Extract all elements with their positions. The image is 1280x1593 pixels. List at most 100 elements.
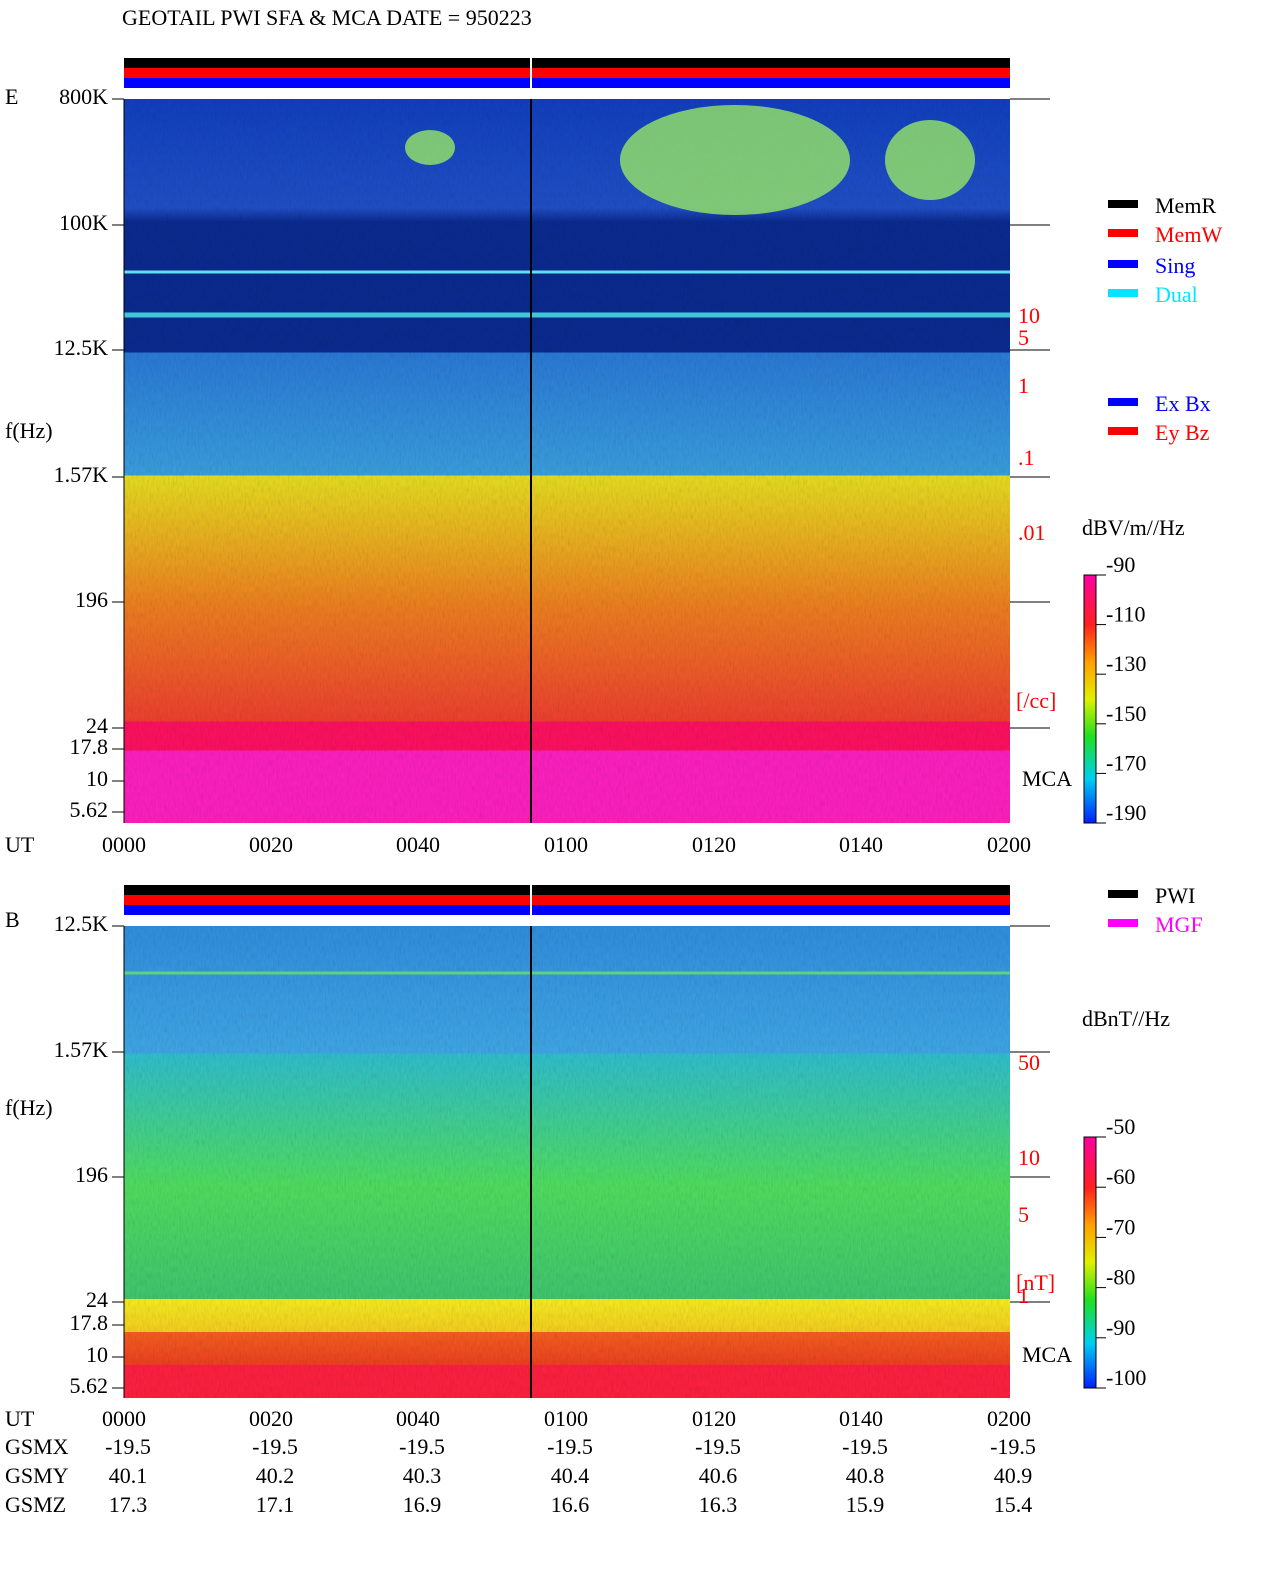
- orbit-value: -19.5: [105, 1434, 151, 1459]
- x-axis-label: UT: [5, 832, 35, 857]
- emission: [885, 120, 975, 200]
- colorbar-tick-label: -60: [1106, 1164, 1135, 1189]
- density-tick-label: 5: [1018, 325, 1029, 350]
- orbit-value: 40.9: [994, 1463, 1033, 1488]
- status-bar: [124, 68, 1010, 78]
- legend-swatch: [1108, 260, 1138, 268]
- density-tick-label: 50: [1018, 1050, 1040, 1075]
- density-tick-label: 10: [1018, 1145, 1040, 1170]
- spectrogram-texture: [124, 926, 1010, 1398]
- mca-label: MCA: [1022, 766, 1072, 791]
- legend-swatch: [1108, 890, 1138, 898]
- x-tick-label: 0120: [692, 832, 736, 857]
- colorbar-tick-label: -170: [1106, 750, 1146, 775]
- y-tick-label: 1.57K: [54, 1037, 109, 1062]
- density-tick-label: 5: [1018, 1202, 1029, 1227]
- emission: [405, 130, 455, 165]
- colorbar-tick-label: -50: [1106, 1114, 1135, 1139]
- x-tick-label: 0000: [102, 832, 146, 857]
- colorbar-tick-label: -90: [1106, 552, 1135, 577]
- orbit-value: 40.8: [846, 1463, 885, 1488]
- x-axis-label: UT: [5, 1406, 35, 1431]
- orbit-value: -19.5: [842, 1434, 888, 1459]
- colorbar-tick-label: -130: [1106, 651, 1146, 676]
- y-tick-label: 12.5K: [54, 335, 109, 360]
- legend-label: Ey Bz: [1155, 420, 1210, 445]
- y-tick-label: 196: [75, 1162, 108, 1187]
- panel-label: B: [5, 907, 20, 932]
- emission: [620, 105, 850, 215]
- x-tick-label: 0140: [839, 1406, 883, 1431]
- legend-label: MemW: [1155, 222, 1222, 247]
- y-tick-label: 24: [86, 713, 108, 738]
- y-tick-label: 5.62: [70, 797, 109, 822]
- density-tick-label: 1: [1018, 1283, 1029, 1308]
- orbit-value: 40.1: [109, 1463, 148, 1488]
- density-unit: [nT]: [1016, 1270, 1055, 1295]
- plots: Ef(Hz)800K100K12.5K1.57K1962417.8105.621…: [5, 58, 1222, 1517]
- status-bar: [124, 895, 1010, 905]
- density-tick-label: .01: [1018, 520, 1046, 545]
- panel-label: E: [5, 84, 18, 109]
- legend-swatch: [1108, 229, 1138, 237]
- mca-label: MCA: [1022, 1342, 1072, 1367]
- y-tick-label: 196: [75, 587, 108, 612]
- status-bar: [124, 58, 1010, 68]
- y-tick-label: 1.57K: [54, 462, 109, 487]
- density-tick-label: 10: [1018, 303, 1040, 328]
- y-tick-label: 12.5K: [54, 911, 109, 936]
- orbit-value: 15.9: [846, 1492, 885, 1517]
- orbit-value: 40.6: [699, 1463, 738, 1488]
- legend-swatch: [1108, 427, 1138, 435]
- density-unit: [/cc]: [1016, 688, 1056, 713]
- colorbar-tick-label: -110: [1106, 602, 1146, 627]
- orbit-value: 16.6: [551, 1492, 590, 1517]
- x-tick-label: 0100: [544, 832, 588, 857]
- colorbar-tick-label: -150: [1106, 701, 1146, 726]
- y-tick-label: 24: [86, 1287, 108, 1312]
- legend-swatch: [1108, 919, 1138, 927]
- colorbar-tick-label: -100: [1106, 1365, 1146, 1390]
- x-tick-label: 0020: [249, 832, 293, 857]
- orbit-value: 40.2: [256, 1463, 295, 1488]
- orbit-value: 15.4: [994, 1492, 1033, 1517]
- colorbar: [1083, 1136, 1097, 1389]
- x-tick-label: 0120: [692, 1406, 736, 1431]
- x-tick-label: 0020: [249, 1406, 293, 1431]
- y-tick-label: 100K: [59, 210, 108, 235]
- status-bar: [124, 905, 1010, 915]
- x-tick-label: 0000: [102, 1406, 146, 1431]
- orbit-value: 17.3: [109, 1492, 148, 1517]
- orbit-value: 40.4: [551, 1463, 590, 1488]
- y-tick-label: 5.62: [70, 1373, 109, 1398]
- legend-label: MGF: [1155, 912, 1203, 937]
- orbit-value: 16.9: [403, 1492, 442, 1517]
- y-label: f(Hz): [5, 418, 53, 443]
- orbit-value: -19.5: [990, 1434, 1036, 1459]
- orbit-label: GSMX: [5, 1434, 69, 1459]
- y-tick-label: 17.8: [70, 734, 109, 759]
- colorbar-tick-label: -190: [1106, 800, 1146, 825]
- legend-swatch: [1108, 289, 1138, 297]
- colorbar-tick-label: -70: [1106, 1214, 1135, 1239]
- orbit-value: -19.5: [547, 1434, 593, 1459]
- status-bar: [124, 78, 1010, 88]
- colorbar: [1083, 574, 1097, 824]
- orbit-value: 40.3: [403, 1463, 442, 1488]
- y-tick-label: 10: [86, 1342, 108, 1367]
- y-tick-label: 10: [86, 766, 108, 791]
- title: GEOTAIL PWI SFA & MCA DATE = 950223: [122, 5, 532, 30]
- legend-label: PWI: [1155, 883, 1195, 908]
- legend-label: Ex Bx: [1155, 391, 1211, 416]
- orbit-value: -19.5: [399, 1434, 445, 1459]
- colorbar-unit: dBnT//Hz: [1082, 1006, 1170, 1031]
- orbit-value: -19.5: [252, 1434, 298, 1459]
- orbit-label: GSMZ: [5, 1492, 66, 1517]
- orbit-value: 17.1: [256, 1492, 295, 1517]
- y-tick-label: 17.8: [70, 1310, 109, 1335]
- legend-label: Sing: [1155, 253, 1195, 278]
- y-tick-label: 800K: [59, 84, 108, 109]
- orbit-value: -19.5: [695, 1434, 741, 1459]
